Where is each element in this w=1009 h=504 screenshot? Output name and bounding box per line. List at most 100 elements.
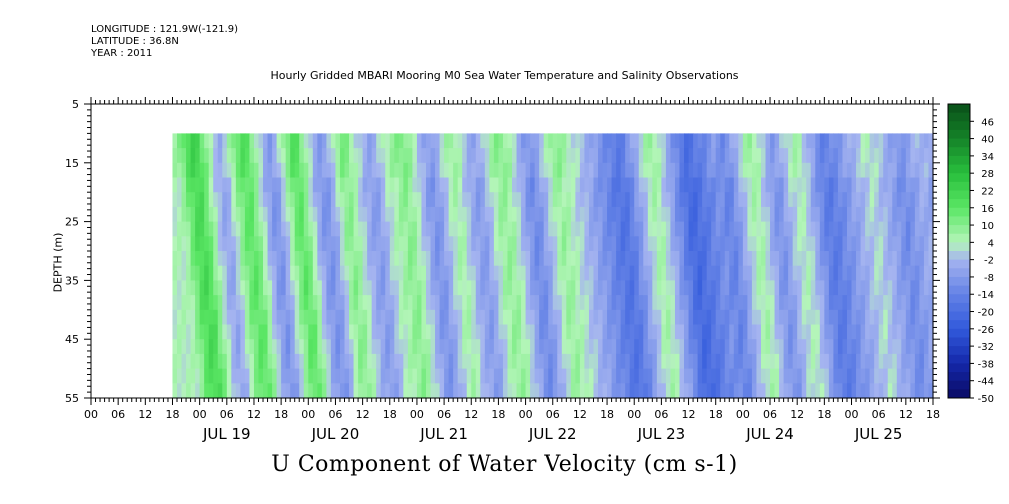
heatmap-cell: [199, 265, 205, 281]
heatmap-cell: [810, 133, 816, 149]
heatmap-cell: [430, 295, 436, 311]
colorbar-swatch: [948, 268, 970, 278]
heatmap-cell: [244, 265, 251, 281]
heatmap-cell: [507, 133, 513, 149]
heatmap-cell: [874, 339, 880, 355]
heatmap-cell: [462, 280, 468, 296]
heatmap-cell: [593, 251, 599, 267]
heatmap-cell: [362, 251, 368, 267]
heatmap-cell: [828, 206, 835, 223]
heatmap-cell: [905, 353, 911, 370]
heatmap-cell: [525, 368, 531, 384]
heatmap-cell: [416, 295, 423, 311]
heatmap-cell: [815, 324, 821, 340]
heatmap-cell: [226, 148, 232, 164]
heatmap-cell: [548, 383, 554, 399]
heatmap-cell: [652, 280, 658, 296]
heatmap-cell: [901, 162, 907, 179]
heatmap-cell: [914, 221, 921, 237]
heatmap-cell: [616, 251, 622, 267]
x-tick-label: 12: [682, 408, 696, 421]
heatmap-cell: [638, 280, 644, 296]
heatmap-cell: [765, 383, 771, 399]
heatmap-cell: [521, 206, 527, 223]
heatmap-cell: [684, 192, 690, 208]
heatmap-cell: [665, 206, 672, 223]
heatmap-cell: [570, 162, 576, 179]
y-tick-label: 25: [65, 216, 79, 229]
heatmap-cell: [665, 148, 672, 164]
heatmap-cell: [643, 295, 649, 311]
heatmap-cell: [770, 221, 776, 237]
heatmap-cell: [475, 280, 481, 296]
colorbar-swatch: [948, 354, 970, 364]
heatmap-cell: [779, 148, 785, 164]
heatmap-cell: [349, 339, 355, 355]
heatmap-cell: [339, 148, 346, 164]
heatmap-cell: [226, 133, 232, 149]
heatmap-cell: [883, 148, 889, 164]
heatmap-cell: [779, 383, 785, 399]
heatmap-cell: [914, 206, 921, 223]
heatmap-cell: [810, 265, 816, 281]
heatmap-cell: [199, 353, 205, 370]
heatmap-cell: [788, 368, 794, 384]
heatmap-cell: [217, 133, 223, 149]
heatmap-cell: [457, 192, 463, 208]
heatmap-cell: [706, 324, 712, 340]
heatmap-cell: [883, 368, 889, 384]
heatmap-cell: [321, 148, 327, 164]
heatmap-cell: [625, 383, 631, 399]
heatmap-cell: [751, 206, 758, 223]
heatmap-cell: [416, 221, 423, 237]
heatmap-cell: [195, 383, 201, 399]
heatmap-cell: [480, 280, 486, 296]
heatmap-cell: [774, 177, 780, 193]
heatmap-cell: [344, 324, 350, 340]
heatmap-cell: [267, 177, 273, 193]
heatmap-cell: [344, 236, 350, 252]
heatmap-cell: [869, 251, 875, 267]
heatmap-cell: [588, 295, 595, 311]
heatmap-cell: [806, 177, 812, 193]
y-tick-label: 45: [65, 333, 79, 346]
heatmap-cell: [231, 206, 237, 223]
heatmap-cell: [267, 221, 273, 237]
heatmap-cell: [684, 309, 690, 326]
heatmap-cell: [421, 383, 427, 399]
heatmap-cell: [693, 324, 699, 340]
heatmap-cell: [339, 221, 346, 237]
heatmap-cell: [629, 368, 635, 384]
heatmap-cell: [860, 368, 866, 384]
heatmap-cell: [398, 295, 404, 311]
heatmap-cell: [321, 162, 327, 179]
heatmap-cell: [824, 339, 830, 355]
heatmap-cell: [512, 251, 518, 267]
heatmap-cell: [403, 383, 409, 399]
colorbar-label: 28: [981, 169, 994, 180]
heatmap-cell: [905, 383, 911, 399]
heatmap-cell: [299, 236, 305, 252]
heatmap-cell: [281, 295, 287, 311]
heatmap-cell: [688, 280, 694, 296]
heatmap-cell: [674, 280, 681, 296]
heatmap-cell: [788, 236, 794, 252]
heatmap-cell: [856, 309, 862, 326]
heatmap-cell: [385, 133, 391, 149]
heatmap-cell: [489, 324, 495, 340]
heatmap-cell: [349, 383, 355, 399]
heatmap-cell: [783, 295, 789, 311]
heatmap-cell: [380, 148, 386, 164]
heatmap-cell: [226, 368, 232, 384]
heatmap-cell: [471, 383, 477, 399]
x-tick-label: 12: [138, 408, 152, 421]
heatmap-cell: [416, 353, 423, 370]
heatmap-cell: [806, 148, 812, 164]
heatmap-cell: [724, 148, 730, 164]
heatmap-cell: [729, 177, 735, 193]
heatmap-cell: [878, 383, 884, 399]
heatmap-cell: [208, 206, 214, 223]
heatmap-cell: [335, 251, 341, 267]
heatmap-cell: [792, 368, 798, 384]
heatmap-cell: [448, 162, 454, 179]
